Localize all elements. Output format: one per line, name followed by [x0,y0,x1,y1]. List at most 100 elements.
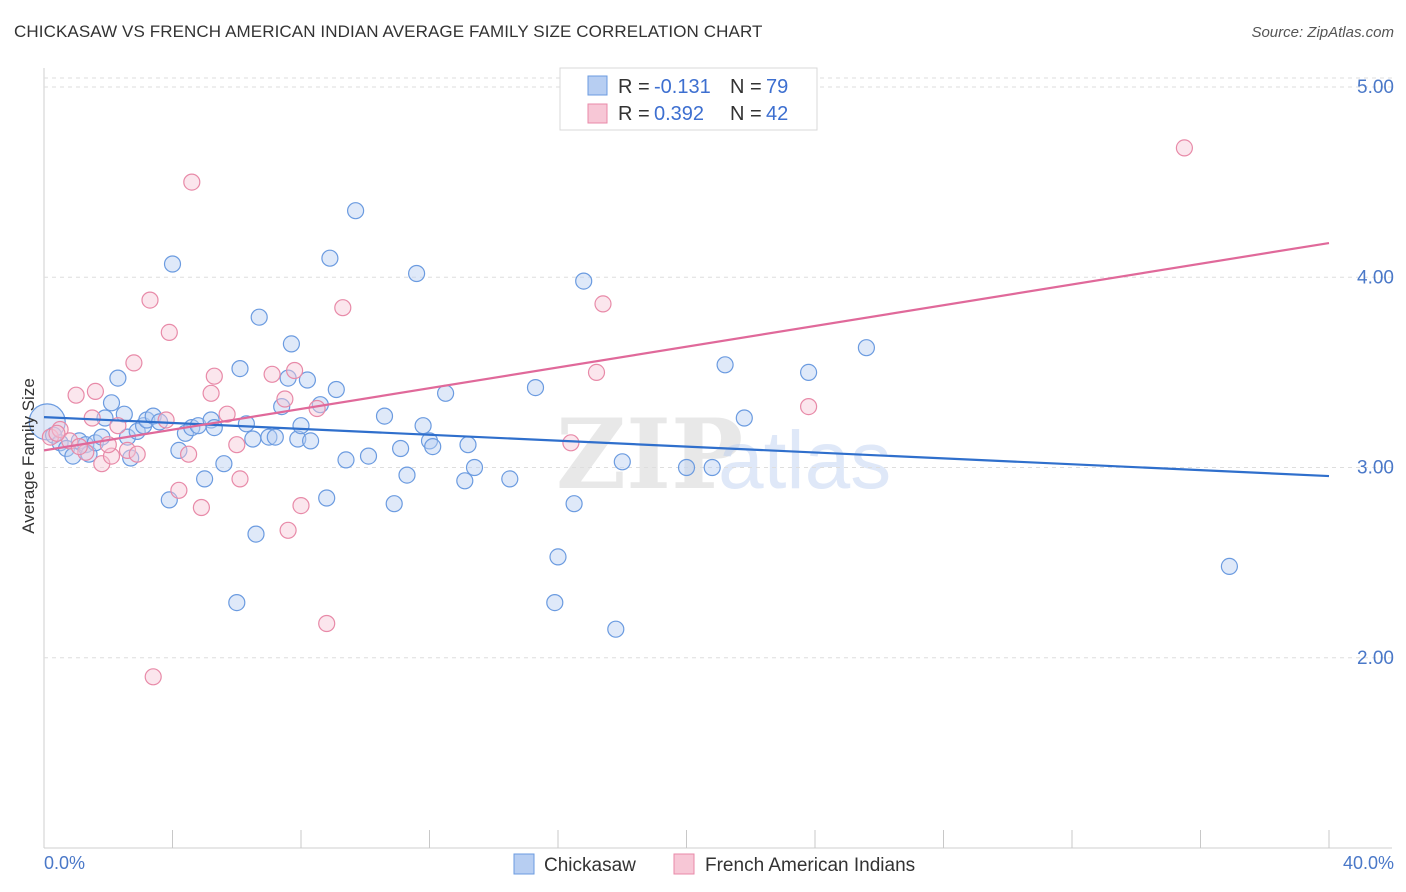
chart-title: CHICKASAW VS FRENCH AMERICAN INDIAN AVER… [14,22,763,41]
chickasaw-point [282,335,300,353]
chickasaw-point [247,525,265,543]
chickasaw-point [459,436,477,454]
watermark: ZIP atlas [556,398,891,511]
chickasaw-point [549,548,567,566]
legend-n-value-1: 42 [766,103,788,125]
chickasaw-point [196,470,214,488]
point-layer [28,139,1239,686]
french-american-indian-point [594,295,612,313]
chickasaw-point [398,466,416,484]
french-american-indian-point [286,361,304,380]
chickasaw-point [716,356,734,374]
chickasaw-point [456,472,474,490]
chickasaw-point [392,439,410,458]
french-american-indian-point [118,441,137,459]
chickasaw-point [437,384,455,402]
french-american-indian-point [141,291,159,309]
french-american-indian-point [192,498,210,517]
chickasaw-point [677,458,696,477]
chickasaw-point [375,407,394,425]
french-american-indian-trend-line [43,241,1330,452]
chickasaw-point [327,380,345,399]
french-american-indian-point [170,481,188,499]
french-american-indian-point [228,436,246,454]
legend-swatch-chickasaw [587,75,608,96]
chickasaw-point [321,249,339,267]
chickasaw-point [298,371,316,389]
french-american-indian-point [128,445,146,463]
chickasaw-point [501,470,519,488]
watermark-atlas: atlas [718,415,891,506]
chickasaw-point [414,417,432,435]
french-american-indian-point [144,668,162,686]
french-american-indian-point [86,382,105,400]
chickasaw-point [266,428,284,446]
french-american-indian-point [218,405,236,423]
bottom-legend-label-chickasaw: Chickasaw [544,855,636,876]
french-american-indian-point [157,411,175,429]
legend-r-label-1: R = [618,103,650,125]
chickasaw-point [250,308,268,326]
x-tick-label-max: 40.0% [1343,853,1394,873]
chickasaw-point [424,438,442,456]
y-tick-label: 5.00 [1357,77,1394,98]
chickasaw-point [318,489,336,507]
french-american-indian-point [180,445,198,463]
chickasaw-point [260,428,278,446]
french-american-indian-point [308,399,326,418]
french-american-indian-point [334,299,352,317]
french-american-indian-point [1175,139,1194,157]
chickasaw-point [228,593,246,612]
french-american-indian-point [263,365,281,383]
chickasaw-point [359,447,378,465]
x-tick-layer [172,830,1330,848]
y-tick-layer: 2.00 3.00 4.00 5.00 [1357,77,1394,669]
chickasaw-point [575,272,593,290]
french-american-indian-point [67,386,85,404]
chickasaw-point [565,495,583,513]
chickasaw-point [546,593,564,612]
chickasaw-point [292,417,310,435]
french-american-indian-point [562,434,580,452]
chickasaw-point [347,202,365,220]
source-label: Source: ZipAtlas.com [1251,24,1394,41]
chickasaw-point [215,455,233,473]
chickasaw-trend-line [43,415,1330,478]
legend-box: R = -0.131 N = 79 R = 0.392 N = 42 [559,67,818,131]
chickasaw-point [735,409,753,427]
chickasaw-point [1220,557,1239,576]
y-axis-label: Average Family Size [19,378,38,534]
bottom-legend-swatch-chickasaw [513,853,535,875]
chickasaw-point [170,441,188,459]
legend-n-label-0: N = [730,76,762,98]
chickasaw-point [102,394,121,412]
french-american-indian-point [279,521,297,539]
watermark-zip: ZIP [556,398,743,511]
y-tick-label: 4.00 [1357,267,1394,288]
french-american-indian-point [231,470,249,488]
chickasaw-point [613,453,631,471]
french-american-indian-point [276,390,294,408]
chickasaw-point [109,369,127,387]
chickasaw-point [526,379,545,397]
bottom-legend: Chickasaw French American Indians [513,853,915,876]
french-american-indian-point [183,173,201,191]
trend-layer [43,241,1330,478]
legend-r-value-1: 0.392 [654,103,704,125]
chickasaw-point [289,430,307,448]
chickasaw-point [799,363,818,381]
chickasaw-point [385,495,403,513]
chickasaw-point [408,264,426,283]
y-tick-label: 3.00 [1357,458,1394,479]
french-american-indian-point [125,354,143,372]
chickasaw-point [96,409,114,427]
french-american-indian-point [202,384,220,402]
french-american-indian-point [799,398,818,416]
chickasaw-point [231,360,249,378]
french-american-indian-point [205,367,223,385]
x-tick-label-min: 0.0% [44,853,85,873]
chickasaw-point [703,458,721,477]
y-tick-label: 2.00 [1357,648,1394,669]
chickasaw-point [244,430,262,448]
